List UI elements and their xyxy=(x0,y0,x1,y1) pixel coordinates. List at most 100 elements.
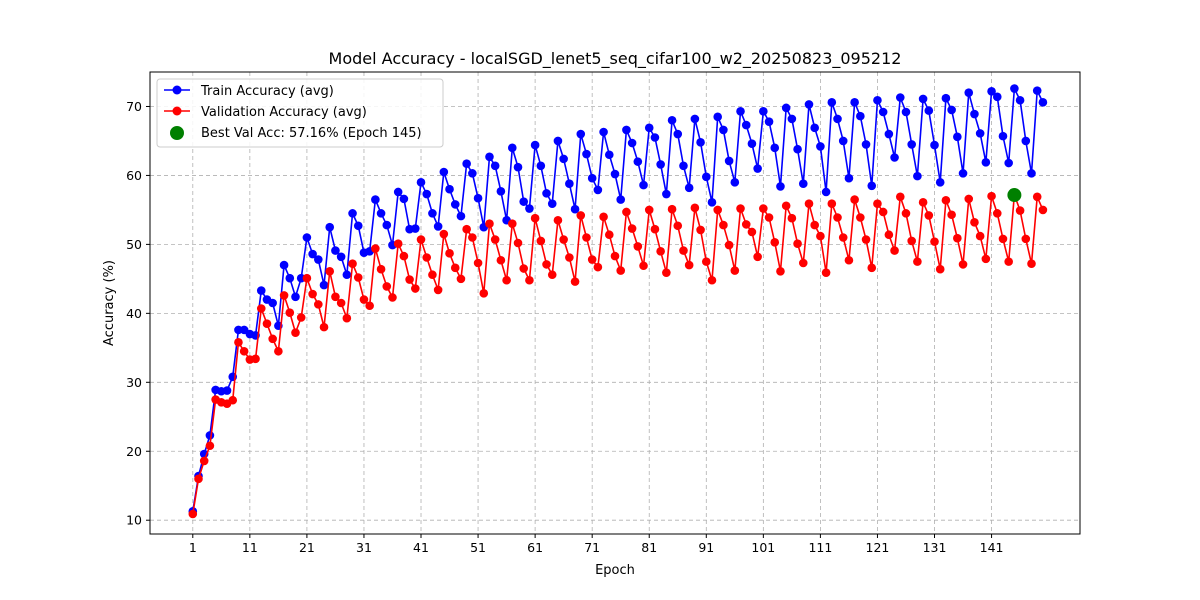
val-point xyxy=(468,233,477,242)
val-point xyxy=(559,235,568,244)
train-point xyxy=(576,129,586,139)
val-point xyxy=(199,456,209,466)
train-point xyxy=(513,162,523,172)
val-point xyxy=(365,301,374,311)
x-tick-label: 81 xyxy=(641,540,657,555)
val-point xyxy=(747,227,757,237)
x-tick-label: 121 xyxy=(866,540,890,555)
train-point xyxy=(690,114,700,124)
val-point xyxy=(336,298,346,308)
y-tick-label: 40 xyxy=(126,306,142,321)
val-point xyxy=(490,235,500,244)
val-point xyxy=(833,213,842,222)
val-point xyxy=(878,207,888,217)
train-point xyxy=(776,182,785,191)
val-point xyxy=(736,204,745,213)
val-point xyxy=(274,346,283,356)
legend-train-marker xyxy=(172,85,182,95)
val-point xyxy=(644,205,654,215)
val-point xyxy=(342,313,352,323)
train-point xyxy=(519,197,529,206)
val-point xyxy=(890,246,899,255)
train-point xyxy=(559,154,568,164)
val-point xyxy=(393,239,403,248)
val-point xyxy=(348,259,357,269)
train-point xyxy=(793,144,802,154)
train-point xyxy=(867,181,877,191)
train-point xyxy=(724,156,734,166)
val-point xyxy=(724,240,734,250)
val-point xyxy=(519,264,529,273)
train-point xyxy=(508,143,517,153)
train-point xyxy=(279,260,289,270)
train-point xyxy=(547,199,557,208)
train-point xyxy=(684,183,694,193)
val-point xyxy=(953,233,962,243)
x-axis: 1 11 21 31 41 51 61 71 81 91 101 111 121 131 141 xyxy=(189,534,1004,555)
train-point xyxy=(827,98,837,107)
train-point xyxy=(741,120,751,130)
train-point xyxy=(913,171,922,181)
x-tick-label: 131 xyxy=(923,540,947,555)
val-point xyxy=(913,257,922,266)
val-point xyxy=(924,211,934,220)
val-point xyxy=(536,236,546,246)
train-point xyxy=(981,158,991,167)
val-point xyxy=(382,282,392,291)
val-point xyxy=(399,251,409,261)
val-point xyxy=(776,266,785,276)
val-point xyxy=(696,225,705,235)
val-point xyxy=(719,220,728,230)
val-point xyxy=(422,253,432,262)
val-point xyxy=(473,258,483,268)
x-tick-label: 111 xyxy=(808,540,832,555)
val-point xyxy=(930,237,939,246)
val-point xyxy=(268,334,277,344)
train-point xyxy=(456,211,466,221)
val-point xyxy=(251,354,260,364)
train-point xyxy=(1015,95,1025,105)
val-point xyxy=(314,300,323,309)
val-point xyxy=(1032,192,1042,202)
train-point xyxy=(450,200,460,209)
val-point xyxy=(850,195,859,204)
train-point xyxy=(376,209,386,218)
train-point xyxy=(662,189,671,199)
val-series xyxy=(188,190,1048,519)
val-point xyxy=(798,258,808,268)
train-point xyxy=(953,132,962,142)
train-point xyxy=(1038,98,1048,107)
x-tick-label: 51 xyxy=(470,540,486,555)
train-point xyxy=(770,143,780,153)
train-point xyxy=(462,159,471,169)
train-point xyxy=(342,270,352,280)
val-point xyxy=(941,195,951,205)
train-point xyxy=(308,249,317,259)
train-point xyxy=(616,195,626,204)
train-point xyxy=(970,109,979,119)
val-point xyxy=(673,221,683,231)
legend-best-label: Best Val Acc: 57.16% (Epoch 145) xyxy=(201,126,422,141)
train-point xyxy=(416,178,426,187)
y-axis: 10 20 30 40 50 60 70 xyxy=(126,99,150,528)
y-tick-label: 30 xyxy=(126,375,142,390)
x-tick-label: 21 xyxy=(299,540,315,555)
val-point xyxy=(918,198,928,207)
val-point xyxy=(838,233,848,242)
train-point xyxy=(850,98,859,107)
train-point xyxy=(1021,136,1031,146)
train-point xyxy=(907,140,916,149)
train-point xyxy=(565,179,574,189)
train-point xyxy=(679,161,688,171)
val-point xyxy=(867,263,877,273)
train-point xyxy=(964,88,974,97)
val-point xyxy=(530,213,540,223)
train-point xyxy=(325,222,335,232)
train-point xyxy=(856,111,865,121)
val-point xyxy=(639,261,648,271)
val-point xyxy=(730,266,740,275)
train-point xyxy=(319,280,329,290)
val-point xyxy=(793,239,802,248)
x-tick-label: 141 xyxy=(980,540,1004,555)
val-point xyxy=(496,255,506,265)
